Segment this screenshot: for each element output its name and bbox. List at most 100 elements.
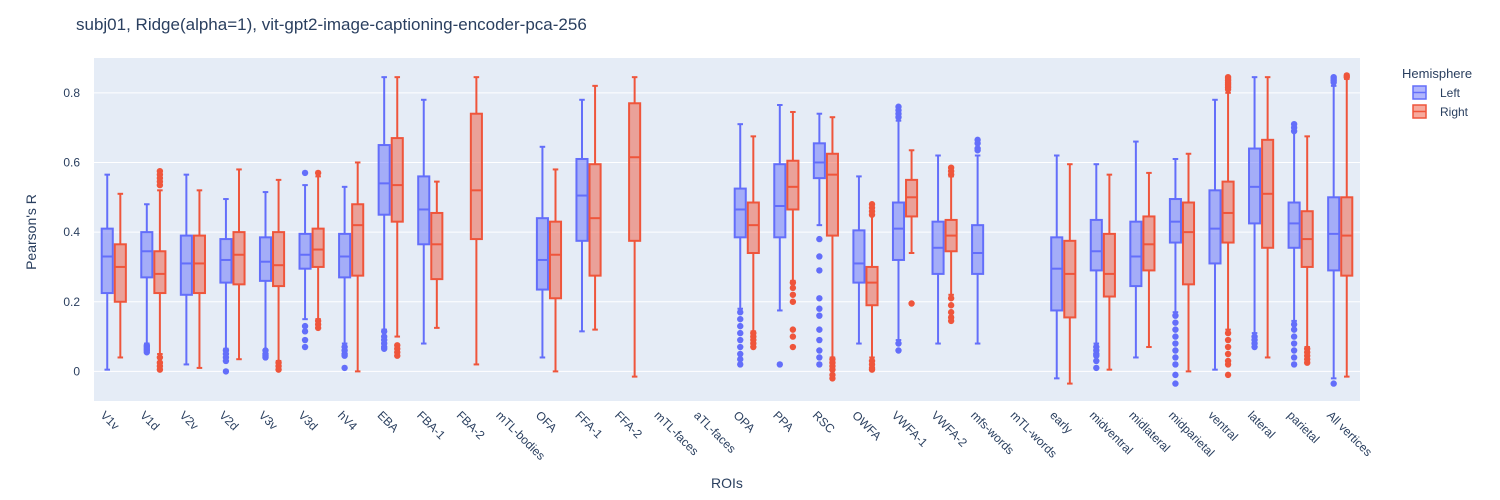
- box-right: [548, 168, 563, 373]
- outlier-point: [1172, 333, 1179, 340]
- x-tick-label: V1d: [137, 408, 162, 433]
- outlier-point: [895, 347, 902, 354]
- box-left: [140, 203, 154, 356]
- iqr-box: [113, 243, 127, 303]
- box-right: [272, 178, 286, 373]
- outlier-point: [222, 357, 230, 365]
- outlier-point: [816, 312, 823, 319]
- outlier-point: [1224, 86, 1232, 93]
- iqr-box: [1102, 232, 1116, 298]
- iqr-box: [298, 232, 312, 270]
- outlier-point: [816, 235, 823, 243]
- outlier-point: [1224, 336, 1232, 344]
- box-left: [971, 136, 985, 345]
- outlier-point: [737, 350, 744, 358]
- outlier-point: [1303, 359, 1311, 366]
- iqr-box: [971, 224, 985, 275]
- box-right: [232, 168, 246, 361]
- box-right: [1300, 135, 1314, 366]
- box-right: [1102, 173, 1116, 371]
- outlier-point: [275, 366, 282, 373]
- iqr-box: [140, 231, 154, 279]
- box-right: [351, 161, 365, 373]
- outlier-point: [789, 279, 797, 286]
- x-tick-label: lateral: [1245, 408, 1278, 441]
- outlier-point: [816, 305, 823, 312]
- outlier-point: [1290, 347, 1298, 354]
- outlier-point: [829, 366, 836, 373]
- box-right: [1181, 152, 1196, 373]
- iqr-box: [628, 102, 642, 242]
- outlier-point: [947, 309, 955, 316]
- box-left: [377, 76, 391, 352]
- box-left: [1050, 154, 1064, 380]
- iqr-box: [272, 231, 286, 288]
- series-right: [113, 72, 1354, 385]
- outlier-point: [816, 253, 823, 260]
- outlier-point: [1290, 127, 1298, 135]
- x-tick-label: FBA-1: [414, 408, 448, 442]
- iqr-box: [153, 250, 167, 295]
- outlier-point: [974, 147, 981, 154]
- box-left: [298, 169, 312, 351]
- x-tick-label: FFA-2: [612, 408, 645, 441]
- x-axis-ticks: V1v V1d V2v V2d V3v V3d hV4 EBA FBA-1 FBA-2 mTL-bo…: [98, 408, 1375, 463]
- outlier-point: [1330, 380, 1337, 387]
- outlier-point: [1251, 343, 1258, 351]
- box-right: [113, 192, 127, 359]
- outlier-point: [868, 211, 876, 218]
- outlier-point: [974, 140, 981, 147]
- outlier-point: [789, 326, 797, 333]
- box-left: [417, 98, 431, 345]
- outlier-point: [1330, 79, 1337, 86]
- iqr-box: [535, 217, 549, 291]
- outlier-point: [816, 295, 823, 302]
- outlier-point: [737, 343, 744, 351]
- box-right: [1340, 72, 1354, 378]
- iqr-box: [430, 211, 444, 281]
- outlier-point: [737, 309, 744, 316]
- x-tick-label: V2d: [216, 408, 241, 433]
- outlier-point: [301, 343, 309, 351]
- outlier-point: [301, 336, 309, 344]
- x-tick-label: RSC: [810, 408, 838, 436]
- x-tick-label: V3v: [256, 408, 281, 433]
- outlier-point: [1093, 357, 1100, 365]
- outlier-point: [1224, 361, 1232, 368]
- x-tick-label: EBA: [375, 408, 402, 435]
- legend-item-right[interactable]: Right: [1412, 104, 1469, 119]
- iqr-box: [548, 220, 563, 300]
- legend-title: Hemisphere: [1402, 66, 1472, 81]
- outlier-point: [1224, 329, 1232, 337]
- iqr-box: [179, 234, 193, 296]
- outlier-point: [1343, 73, 1350, 81]
- outlier-point: [1290, 326, 1298, 333]
- iqr-box: [786, 159, 800, 211]
- outlier-point: [816, 354, 823, 361]
- box-left: [773, 104, 787, 368]
- outlier-point: [380, 345, 388, 352]
- box-right: [905, 149, 919, 307]
- iqr-box: [100, 227, 114, 295]
- x-tick-label: FBA-2: [454, 408, 488, 442]
- x-tick-label: OWFA: [849, 408, 884, 443]
- box-right: [746, 135, 760, 351]
- box-right: [390, 76, 404, 359]
- legend-item-left[interactable]: Left: [1412, 85, 1461, 100]
- box-left: [1208, 98, 1222, 371]
- box-left: [535, 145, 549, 359]
- legend-label-left: Left: [1440, 86, 1461, 100]
- x-tick-label: OFA: [533, 408, 560, 435]
- outlier-point: [737, 322, 744, 330]
- iqr-box: [891, 201, 906, 261]
- box-left: [1089, 163, 1103, 372]
- x-tick-label: early: [1047, 408, 1075, 436]
- outlier-point: [1172, 371, 1179, 379]
- outlier-point: [1172, 347, 1179, 354]
- box-right: [1063, 163, 1077, 385]
- iqr-box: [469, 112, 483, 241]
- outlier-point: [947, 171, 955, 178]
- outlier-point: [1093, 364, 1100, 372]
- box-left: [1248, 76, 1262, 351]
- outlier-point: [737, 329, 744, 337]
